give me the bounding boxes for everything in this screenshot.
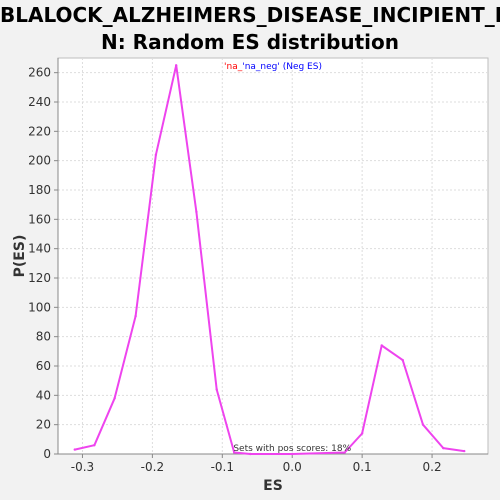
legend-label-pos: 'na_ [224, 62, 243, 72]
y-tick-label: 20 [36, 418, 51, 432]
es-data-point [215, 388, 218, 391]
chart-title: BLALOCK_ALZHEIMERS_DISEASE_INCIPIENT_D N… [0, 3, 500, 54]
es-data-point [360, 432, 364, 435]
pos-scores-annotation: Sets with pos scores: 18% [233, 444, 351, 454]
es-data-point [421, 423, 425, 426]
es-data-point [380, 344, 383, 347]
es-data-point [343, 451, 346, 454]
y-tick-label: 60 [36, 359, 51, 373]
y-tick-label: 100 [28, 300, 51, 314]
legend-label-neg: 'na_neg' (Neg ES) [242, 62, 322, 72]
plot-area [57, 57, 489, 455]
y-tick-label: 140 [28, 242, 51, 256]
es-data-point [249, 452, 252, 456]
x-tick-label: -0.2 [141, 460, 164, 474]
es-data-point [463, 449, 466, 453]
x-tick-label: 0.2 [423, 460, 442, 474]
y-tick-label: 40 [36, 388, 51, 402]
es-data-point [291, 452, 294, 456]
es-data-point [154, 153, 158, 156]
y-tick-label: 80 [36, 330, 51, 344]
y-tick-label: 180 [28, 183, 51, 197]
y-tick-label: 220 [28, 124, 51, 138]
y-tick-label: 200 [28, 154, 51, 168]
x-axis-label: ES [263, 478, 283, 494]
x-tick-label: 0.1 [353, 460, 372, 474]
y-tick-label: 120 [28, 271, 51, 285]
es-series-line [74, 64, 465, 455]
x-tick-label: -0.1 [211, 460, 234, 474]
y-tick-label: 160 [28, 212, 51, 226]
y-tick-label: 260 [28, 66, 51, 80]
y-axis-label: P(ES) [12, 235, 28, 278]
es-data-point [174, 64, 178, 67]
legend: 'na_'na_neg' (Neg ES) [224, 62, 322, 72]
es-data-point [73, 448, 76, 451]
es-data-point [93, 444, 96, 447]
es-data-point [442, 446, 445, 450]
x-tick-label: -0.3 [71, 460, 94, 474]
y-tick-label: 240 [28, 95, 51, 109]
es-data-point [195, 210, 198, 214]
grid-lines [58, 58, 488, 455]
es-data-point [232, 451, 236, 454]
es-data-point [401, 358, 404, 362]
x-tick-label: 0.0 [283, 460, 302, 474]
es-data-point [113, 397, 116, 400]
y-tick-label: 0 [43, 447, 51, 461]
es-data-point [134, 314, 137, 318]
series-group [73, 64, 466, 456]
